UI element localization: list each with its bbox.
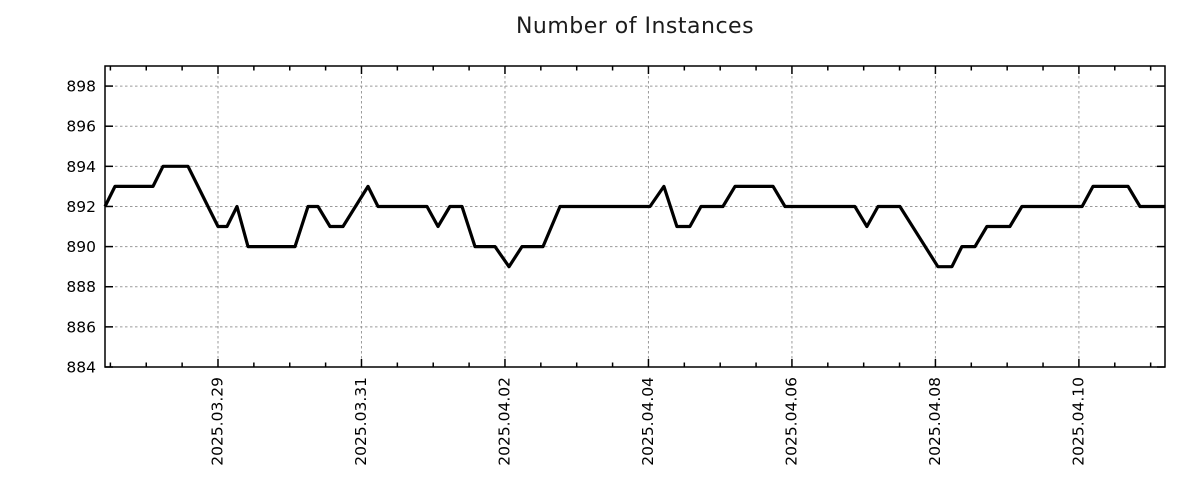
x-tick-label: 2025.04.10 [1069,377,1087,466]
y-tick-label: 896 [66,118,96,136]
x-tick-label: 2025.03.29 [208,377,226,466]
y-tick-label: 886 [66,318,96,336]
x-tick-label: 2025.04.04 [639,377,657,466]
x-tick-label: 2025.04.08 [926,377,944,466]
plot-frame [104,65,1166,368]
y-tick-label: 890 [66,238,96,256]
y-tick-label: 888 [66,278,96,296]
x-tick-label: 2025.04.06 [782,377,800,466]
y-tick-label: 884 [66,359,96,377]
y-tick-label: 898 [66,78,96,96]
series-line-instances [103,164,1165,269]
y-tick-label: 894 [66,158,96,176]
chart-title: Number of Instances [515,14,755,39]
x-tick-label: 2025.03.31 [352,377,370,466]
y-tick-label: 892 [66,198,96,216]
x-tick-label: 2025.04.02 [495,377,513,466]
